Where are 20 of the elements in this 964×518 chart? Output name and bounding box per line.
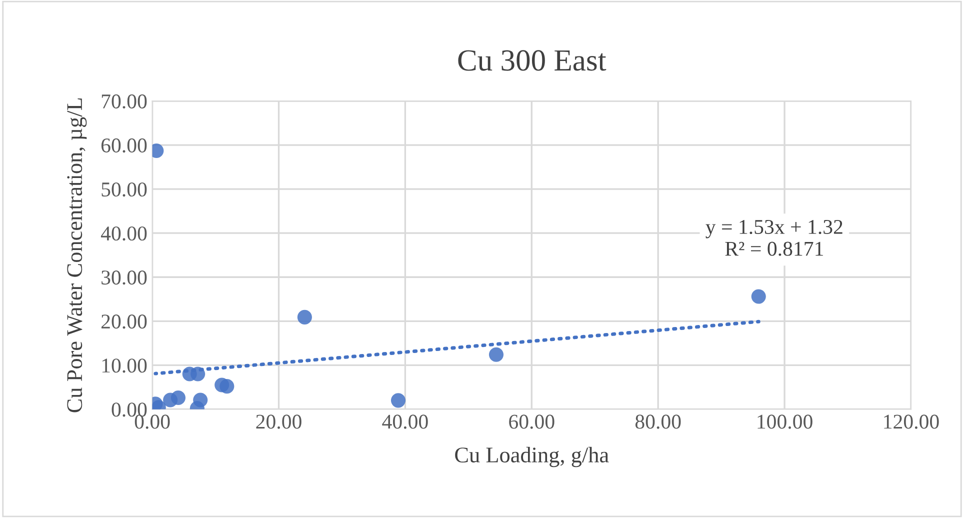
y-axis-title: Cu Pore Water Concentration, µg/L bbox=[67, 98, 87, 412]
chart-title: Cu 300 East bbox=[458, 50, 606, 71]
y-tick-label: 50.00 bbox=[102, 182, 147, 197]
x-tick-label: 40.00 bbox=[382, 414, 428, 429]
x-axis-title: Cu Loading, g/ha bbox=[455, 446, 609, 468]
x-tick-label: 100.00 bbox=[758, 414, 812, 429]
y-tick-label: 0.00 bbox=[112, 402, 147, 417]
x-tick-label: 60.00 bbox=[509, 414, 554, 429]
y-tick-label: 10.00 bbox=[102, 358, 147, 373]
x-tick-label: 80.00 bbox=[635, 414, 681, 429]
y-tick-label: 20.00 bbox=[101, 314, 147, 329]
y-tick-label: 30.00 bbox=[102, 270, 147, 285]
y-tick-label: 40.00 bbox=[100, 226, 147, 241]
x-tick-label: 120.00 bbox=[884, 414, 939, 429]
y-tick-label: 70.00 bbox=[102, 94, 147, 109]
y-tick-label: 60.00 bbox=[101, 138, 147, 153]
annotation: y = 1.53x + 1.32 bbox=[706, 220, 842, 238]
annotation: R² = 0.8171 bbox=[725, 242, 823, 256]
x-tick-label: 0.00 bbox=[134, 414, 170, 429]
x-tick-label: 20.00 bbox=[256, 414, 302, 429]
